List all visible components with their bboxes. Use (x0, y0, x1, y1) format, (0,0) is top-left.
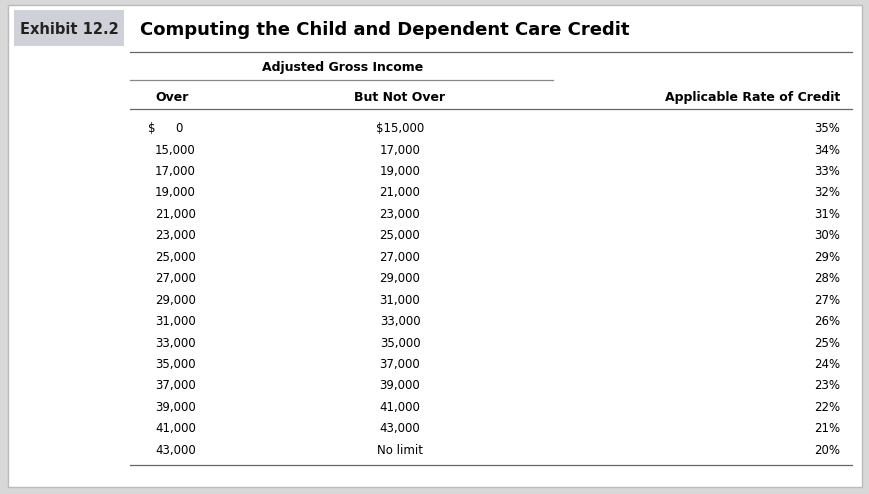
Text: 21,000: 21,000 (155, 208, 196, 221)
Text: 41,000: 41,000 (155, 422, 196, 435)
Text: 27,000: 27,000 (155, 272, 196, 285)
Text: 39,000: 39,000 (155, 401, 196, 414)
Text: 30%: 30% (813, 229, 839, 243)
Text: Exhibit 12.2: Exhibit 12.2 (20, 23, 118, 38)
Text: 19,000: 19,000 (155, 186, 196, 200)
Text: 27,000: 27,000 (379, 251, 420, 264)
Text: Over: Over (155, 90, 189, 104)
Text: 31,000: 31,000 (155, 315, 196, 328)
Text: 28%: 28% (813, 272, 839, 285)
Text: But Not Over: But Not Over (354, 90, 445, 104)
Text: 0: 0 (175, 122, 182, 135)
Text: 20%: 20% (813, 444, 839, 457)
Text: 29%: 29% (813, 251, 839, 264)
Text: 37,000: 37,000 (379, 358, 420, 371)
Text: 31,000: 31,000 (379, 293, 420, 307)
Text: 25,000: 25,000 (379, 229, 420, 243)
Text: 25%: 25% (813, 336, 839, 350)
Text: 37,000: 37,000 (155, 379, 196, 392)
Text: 19,000: 19,000 (379, 165, 420, 178)
Text: 21,000: 21,000 (379, 186, 420, 200)
Text: 29,000: 29,000 (379, 272, 420, 285)
Text: 33,000: 33,000 (379, 315, 420, 328)
Text: 33%: 33% (813, 165, 839, 178)
Text: $: $ (148, 122, 156, 135)
Text: 33,000: 33,000 (155, 336, 196, 350)
Text: 32%: 32% (813, 186, 839, 200)
Text: No limit: No limit (376, 444, 422, 457)
Text: 23,000: 23,000 (379, 208, 420, 221)
Text: 29,000: 29,000 (155, 293, 196, 307)
Text: 35,000: 35,000 (379, 336, 420, 350)
Text: 41,000: 41,000 (379, 401, 420, 414)
Text: 17,000: 17,000 (155, 165, 196, 178)
Text: 27%: 27% (813, 293, 839, 307)
Bar (14, 10, 124, 46)
Text: 43,000: 43,000 (379, 422, 420, 435)
Text: 43,000: 43,000 (155, 444, 196, 457)
Text: 39,000: 39,000 (379, 379, 420, 392)
Text: 35%: 35% (813, 122, 839, 135)
Text: Computing the Child and Dependent Care Credit: Computing the Child and Dependent Care C… (140, 21, 629, 39)
Text: Adjusted Gross Income: Adjusted Gross Income (262, 61, 422, 75)
Text: Applicable Rate of Credit: Applicable Rate of Credit (664, 90, 839, 104)
Text: 24%: 24% (813, 358, 839, 371)
Text: 22%: 22% (813, 401, 839, 414)
Text: 34%: 34% (813, 144, 839, 157)
Text: 23,000: 23,000 (155, 229, 196, 243)
Text: 31%: 31% (813, 208, 839, 221)
Text: 17,000: 17,000 (379, 144, 420, 157)
Text: 21%: 21% (813, 422, 839, 435)
Text: 15,000: 15,000 (155, 144, 196, 157)
Text: 35,000: 35,000 (155, 358, 196, 371)
Text: 23%: 23% (813, 379, 839, 392)
Text: 26%: 26% (813, 315, 839, 328)
Text: 25,000: 25,000 (155, 251, 196, 264)
Text: $15,000: $15,000 (375, 122, 424, 135)
